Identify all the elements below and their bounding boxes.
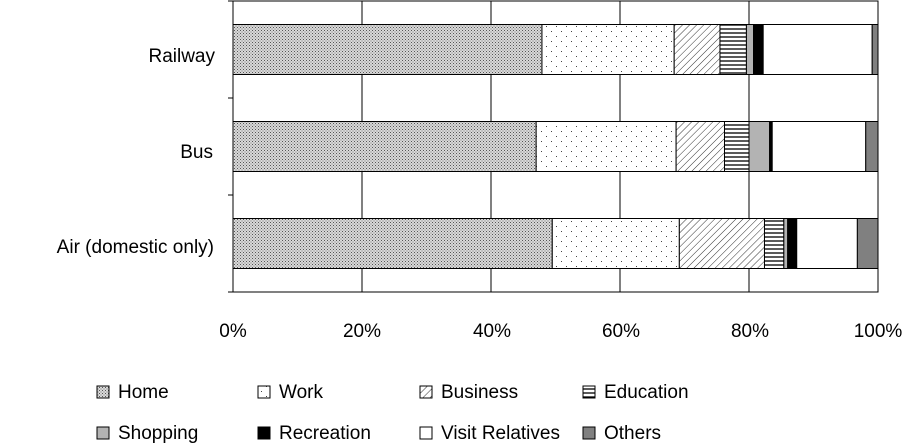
y-axis-labels: Railway Bus Air (domestic only) <box>57 46 216 258</box>
bars <box>232 24 879 269</box>
bar-segment-visit-relatives <box>796 218 858 269</box>
bar-segment-shopping <box>748 121 771 172</box>
bar-segment-others <box>856 218 879 269</box>
legend-label-shopping: Shopping <box>118 423 198 444</box>
bar-segment-others <box>865 121 879 172</box>
bar-segment-education <box>719 24 747 75</box>
legend-label-education: Education <box>604 382 689 403</box>
legend-swatch-shopping <box>96 426 110 440</box>
legend-label-visit-relatives: Visit Relatives <box>441 423 560 444</box>
legend: Home Work Business Education Shopping Re… <box>96 382 689 444</box>
legend-label-business: Business <box>441 382 518 403</box>
x-tick-label: 0% <box>219 321 247 342</box>
bar-segment-visit-relatives <box>771 121 867 172</box>
bar-segment-home <box>232 218 553 269</box>
x-tick-label: 40% <box>473 321 511 342</box>
legend-label-work: Work <box>279 382 323 403</box>
bar-segment-business <box>678 218 765 269</box>
x-axis-labels: 0% 20% 40% 60% 80% 100% <box>219 321 902 342</box>
bar-segment-work <box>541 24 675 75</box>
bar-segment-others <box>871 24 879 75</box>
legend-label-home: Home <box>118 382 169 403</box>
legend-swatch-business <box>419 385 433 399</box>
bar-segment-business <box>675 121 725 172</box>
legend-swatch-others <box>582 426 596 440</box>
bar-segment-shopping <box>745 24 755 75</box>
bar-segment-recreation <box>753 24 764 75</box>
legend-swatch-work <box>257 385 271 399</box>
legend-swatch-recreation <box>257 426 271 440</box>
legend-label-others: Others <box>604 423 661 444</box>
x-tick-label: 20% <box>343 321 381 342</box>
bar-segment-education <box>763 218 785 269</box>
bar-segment-home <box>232 121 537 172</box>
y-tick-label: Railway <box>148 46 215 67</box>
bar-segment-work <box>535 121 677 172</box>
bar-segment-work <box>551 218 680 269</box>
bar-segment-shopping <box>783 218 789 269</box>
legend-swatch-education <box>582 385 596 399</box>
bar-segment-education <box>723 121 750 172</box>
legend-label-recreation: Recreation <box>279 423 371 444</box>
bar-segment-home <box>232 24 543 75</box>
x-tick-label: 100% <box>854 321 903 342</box>
bar-segment-business <box>673 24 721 75</box>
legend-swatch-visit-relatives <box>419 426 433 440</box>
y-tick-label: Bus <box>180 142 213 163</box>
legend-swatch-home <box>96 385 110 399</box>
x-tick-label: 80% <box>731 321 769 342</box>
plot-area <box>228 0 879 293</box>
bar-segment-recreation <box>787 218 798 269</box>
bar-segment-visit-relatives <box>762 24 873 75</box>
x-tick-label: 60% <box>602 321 640 342</box>
y-axis-ticks <box>228 0 233 293</box>
y-tick-label: Air (domestic only) <box>57 237 214 258</box>
